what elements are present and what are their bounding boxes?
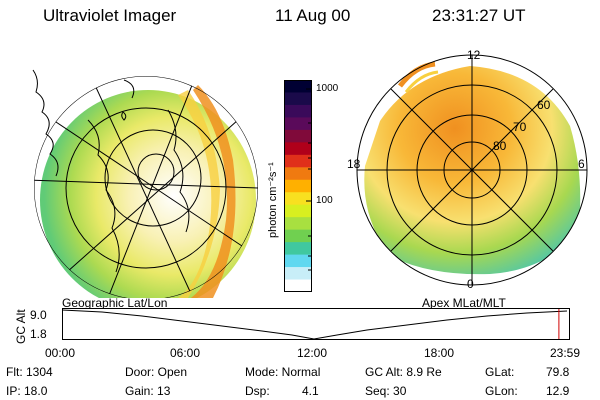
colorbar-stripe [284, 267, 312, 281]
timeline-ytick-top: 9.0 [30, 308, 47, 322]
colorbar [284, 80, 312, 292]
geographic-image [32, 69, 258, 298]
colorbar-stripe [284, 204, 312, 218]
colorbar-stripe [284, 154, 312, 168]
timeline-xtick-0: 00:00 [45, 346, 76, 360]
status-seq: Seq: 30 [365, 384, 407, 398]
colorbar-tick-1000: 1000 [316, 83, 339, 94]
colorbar-unit: photon cm⁻²s⁻¹ [267, 162, 279, 238]
colorbar-stripe [284, 217, 312, 231]
colorbar-stripe [284, 254, 312, 268]
magnetic-image [356, 54, 588, 286]
colorbar-stripe [284, 129, 312, 143]
date-label: 11 Aug 00 [275, 6, 351, 25]
timeline-ytick-bottom: 1.8 [30, 327, 47, 341]
mlat-label-80: 80 [493, 139, 507, 153]
instrument-title: Ultraviolet Imager [43, 6, 177, 25]
status-gc-alt: GC Alt: 8.9 Re [365, 365, 442, 379]
status-mode: Mode: Normal [245, 365, 321, 379]
mlat-label-70: 70 [513, 120, 527, 134]
colorbar-stripe [284, 80, 312, 93]
timeline-xtick-3: 18:00 [424, 346, 455, 360]
colorbar-stripe [284, 179, 312, 193]
status-glat-value: 79.8 [546, 365, 570, 379]
mlat-label-60: 60 [537, 98, 551, 112]
timeline-xtick-1: 06:00 [170, 346, 201, 360]
timeline-xtick-2: 12:00 [297, 346, 328, 360]
status-flt: Flt: 1304 [6, 365, 53, 379]
colorbar-stripe [284, 104, 312, 118]
status-door: Door: Open [125, 365, 188, 379]
colorbar-stripe [284, 279, 312, 292]
timeline-xtick-4: 23:59 [550, 346, 581, 360]
status-glon-label: GLon: [485, 384, 518, 398]
mlt-label-6: 6 [578, 157, 585, 171]
colorbar-stripe [284, 92, 312, 106]
status-ip: IP: 18.0 [6, 384, 48, 398]
colorbar-stripe [284, 192, 312, 206]
colorbar-stripe [284, 242, 312, 256]
status-dsp-value: 4.1 [302, 384, 319, 398]
mlt-label-12: 12 [467, 48, 481, 62]
colorbar-stripe [284, 142, 312, 156]
time-label: 23:31:27 UT [432, 6, 526, 25]
timeline-plot [62, 308, 570, 340]
colorbar-stripe [284, 167, 312, 181]
status-glon-value: 12.9 [546, 384, 570, 398]
colorbar-stripe [284, 117, 312, 131]
colorbar-stripe [284, 229, 312, 243]
mlt-label-18: 18 [347, 157, 361, 171]
status-gain: Gain: 13 [125, 384, 171, 398]
timeline-axis-label: GC Alt [14, 309, 28, 344]
colorbar-tick-100: 100 [316, 195, 333, 206]
apex-label: Apex MLat/MLT [422, 296, 506, 310]
geographic-label: Geographic Lat/Lon [62, 296, 168, 310]
mlt-label-0: 0 [467, 277, 474, 291]
status-dsp-label: Dsp: [245, 384, 270, 398]
status-glat-label: GLat: [485, 365, 515, 379]
